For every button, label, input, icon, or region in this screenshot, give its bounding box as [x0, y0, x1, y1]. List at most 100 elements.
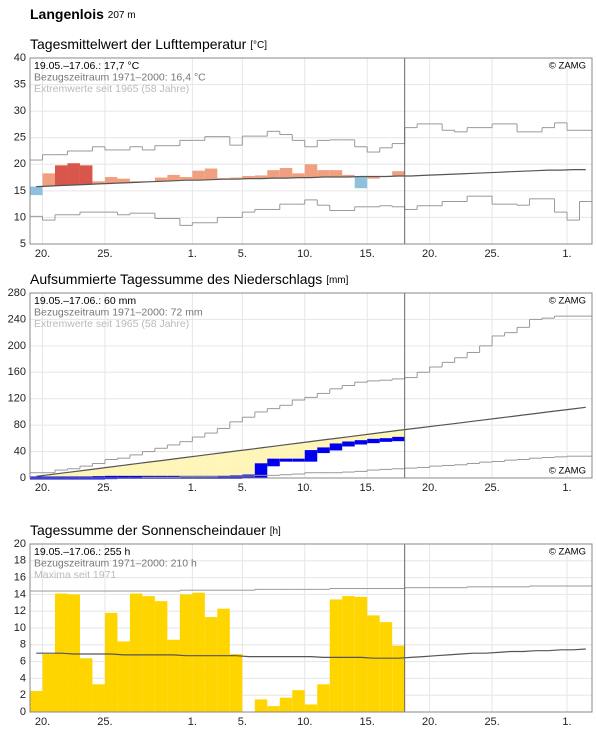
x-tick-label: 25.	[97, 716, 112, 728]
bar	[379, 622, 393, 712]
normal-line	[36, 648, 586, 659]
x-tick-label: 25.	[97, 482, 112, 494]
anomaly-bar	[367, 176, 380, 179]
x-tick-label: 1.	[562, 716, 571, 728]
y-tick-label: 8	[20, 639, 26, 651]
title-text: Tagessumme der Sonnenscheindauer	[30, 522, 266, 538]
precip-step	[354, 440, 368, 445]
bar	[304, 704, 318, 712]
precip-step	[367, 438, 380, 444]
info-note: 19.05.–17.06.: 17,7 °C	[34, 60, 140, 72]
anomaly-bar	[304, 164, 318, 178]
anomaly-bar	[167, 174, 180, 181]
x-tick-label: 1.	[562, 482, 571, 494]
y-tick-label: 4	[20, 672, 26, 684]
precip-step	[379, 438, 393, 442]
bar	[30, 691, 43, 712]
deficit-area	[354, 435, 368, 442]
x-tick-label: 10.	[297, 716, 312, 728]
y-tick-label: 20	[14, 538, 26, 550]
chart-title: Tagessumme der Sonnenscheindauer [h]	[30, 522, 281, 538]
bar	[342, 596, 355, 712]
info-note: Maxima seit 1971	[34, 569, 116, 581]
y-tick-label: 10	[14, 211, 26, 223]
info-note: Bezugszeitraum 1971–2000: 16,4 °C	[34, 71, 206, 83]
precip-step	[129, 475, 143, 479]
deficit-area	[229, 451, 243, 477]
x-tick-label: 20.	[35, 482, 50, 494]
deficit-area	[192, 455, 205, 478]
bar	[129, 593, 143, 712]
bar	[279, 697, 293, 712]
precip-step	[317, 447, 330, 454]
precip-step	[254, 463, 268, 478]
bar	[67, 594, 80, 712]
y-tick-label: 5	[20, 238, 26, 250]
deficit-area	[329, 438, 343, 445]
y-tick-label: 20	[14, 158, 26, 170]
y-tick-label: 40	[14, 445, 26, 457]
info-note: Extremwerte seit 1965 (58 Jahre)	[34, 318, 189, 330]
bar	[204, 617, 218, 712]
bar	[354, 596, 368, 712]
bar	[329, 599, 343, 712]
chart-title: Aufsummierte Tagessumme des Niederschlag…	[30, 271, 349, 287]
deficit-area	[242, 449, 255, 477]
station-elevation: 207 m	[108, 10, 136, 21]
bar	[229, 654, 243, 712]
info-note: Extremwerte seit 1965 (58 Jahre)	[34, 83, 189, 95]
x-tick-label: 20.	[35, 248, 50, 260]
precip-step	[192, 475, 205, 479]
anomaly-bar	[254, 175, 268, 179]
x-tick-label: 20.	[422, 482, 437, 494]
deficit-area	[392, 430, 405, 439]
deficit-area	[179, 457, 193, 478]
x-tick-label: 1.	[188, 716, 197, 728]
anomaly-bar	[292, 173, 305, 178]
y-tick-label: 35	[14, 78, 26, 90]
credit: © ZAMG	[549, 547, 586, 558]
precip-step	[229, 475, 243, 479]
info-note: 19.05.–17.06.: 60 mm	[34, 295, 136, 307]
plot-frame	[29, 292, 593, 479]
x-tick-label: 5.	[238, 248, 247, 260]
anomaly-bar	[54, 165, 68, 186]
info-note: Bezugszeitraum 1971–2000: 72 mm	[34, 306, 203, 318]
bar	[254, 699, 268, 712]
deficit-area	[254, 447, 268, 465]
x-tick-label: 15.	[360, 482, 375, 494]
bar	[392, 645, 405, 712]
title-text: Tagesmittelwert der Lufttemperatur	[30, 36, 247, 52]
anomaly-bar	[354, 176, 368, 189]
anomaly-bar	[79, 165, 93, 185]
precip-step	[279, 458, 293, 462]
x-tick-label: 20.	[35, 716, 50, 728]
precip-step	[392, 436, 405, 442]
anomaly-bar	[317, 170, 330, 178]
deficit-area	[304, 441, 318, 452]
deficit-area	[67, 471, 80, 478]
deficit-area	[292, 443, 305, 461]
station-name: Langenlois	[30, 6, 104, 22]
title-text: Aufsummierte Tagessumme des Niederschlag…	[30, 271, 322, 287]
chart-panel: Tagesmittelwert der Lufttemperatur [°C] 5…	[14, 36, 593, 260]
x-tick-label: 15.	[360, 248, 375, 260]
bar	[117, 641, 130, 712]
y-tick-label: 2	[20, 689, 26, 701]
bar	[179, 594, 193, 712]
x-tick-label: 5.	[238, 482, 247, 494]
deficit-area	[167, 458, 180, 478]
anomaly-bar	[342, 174, 355, 178]
precip-step	[292, 458, 305, 462]
info-note: Bezugszeitraum 1971–2000: 210 h	[34, 557, 197, 569]
plot-background	[30, 58, 592, 244]
y-tick-label: 16	[14, 572, 26, 584]
y-tick-label: 10	[14, 622, 26, 634]
anomaly-bar	[30, 186, 43, 196]
anomaly-bar	[42, 173, 55, 187]
precip-step	[304, 450, 318, 462]
deficit-area	[267, 446, 280, 461]
deficit-area	[342, 436, 355, 443]
anomaly-bar	[242, 175, 255, 179]
anomaly-bar	[117, 178, 130, 183]
